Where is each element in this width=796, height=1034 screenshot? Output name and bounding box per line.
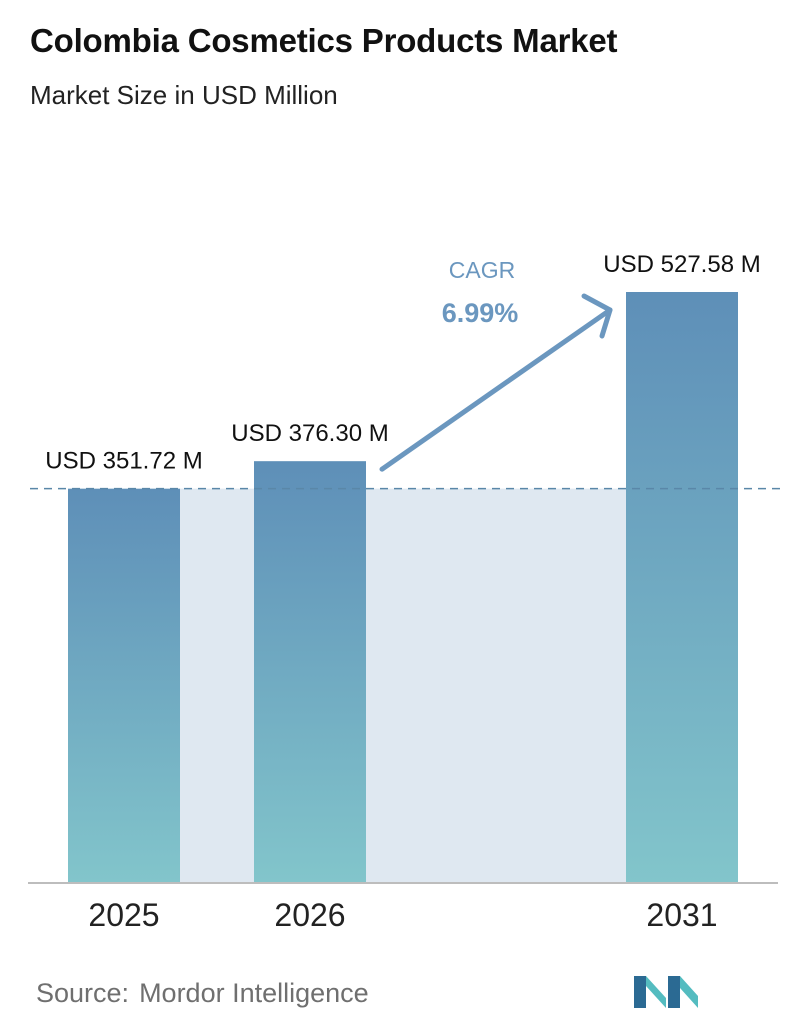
bar-2031 (626, 292, 738, 882)
data-label-2031: USD 527.58 M (603, 251, 760, 278)
logo-shape-left (634, 976, 646, 1008)
source-line: Source: Mordor Intelligence (36, 978, 369, 1009)
cagr-label: CAGR (449, 257, 515, 283)
labels-layer: USD 351.72 M 2025 USD 376.30 M 2026 USD 527.… (45, 251, 760, 933)
cagr-arrow-shaft (379, 307, 613, 472)
cagr-value: 6.99% (442, 298, 519, 328)
data-label-2025: USD 351.72 M (45, 448, 202, 475)
bar-2026 (254, 461, 366, 882)
band-between-2026-2031 (366, 488, 626, 882)
x-tick-2025: 2025 (88, 897, 159, 933)
source-name: Mordor Intelligence (139, 978, 369, 1008)
data-label-2026: USD 376.30 M (231, 420, 388, 447)
cagr-arrow-head (581, 293, 613, 339)
source-label: Source: (36, 978, 130, 1008)
chart-title: Colombia Cosmetics Products Market (30, 22, 618, 59)
cagr-annotation: CAGR 6.99% (379, 257, 613, 472)
chart-subtitle: Market Size in USD Million (30, 80, 338, 110)
bars-layer (68, 292, 738, 882)
bar-chart: USD 351.72 M 2025 USD 376.30 M 2026 USD 527.… (28, 251, 780, 933)
logo-shape-right (668, 976, 680, 1008)
mordor-intelligence-logo-icon (634, 976, 698, 1008)
band-between-2025-2026 (180, 488, 254, 882)
logo-shape-mid (646, 976, 666, 1008)
bands-layer (180, 488, 626, 882)
x-tick-2026: 2026 (274, 897, 345, 933)
bar-2025 (68, 488, 180, 882)
logo-shape-tail (680, 976, 698, 1008)
x-tick-2031: 2031 (646, 897, 717, 933)
